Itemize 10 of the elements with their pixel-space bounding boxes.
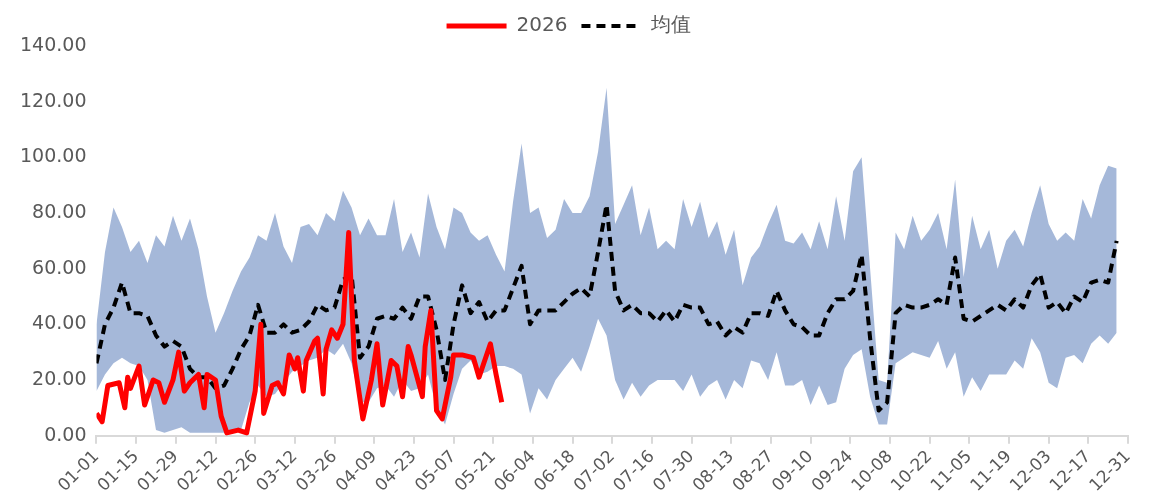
- y-tick-label: 80.00: [32, 199, 87, 222]
- y-tick-label: 20.00: [32, 366, 87, 389]
- legend-label: 均值: [650, 12, 692, 37]
- y-tick-label: 60.00: [32, 255, 87, 278]
- y-tick-label: 100.00: [20, 144, 87, 167]
- y-tick-label: 140.00: [20, 32, 87, 55]
- y-tick-label: 120.00: [20, 88, 87, 111]
- legend-label: 2026: [516, 12, 568, 37]
- y-tick-label: 40.00: [32, 311, 87, 334]
- y-tick-label: 0.00: [44, 422, 87, 445]
